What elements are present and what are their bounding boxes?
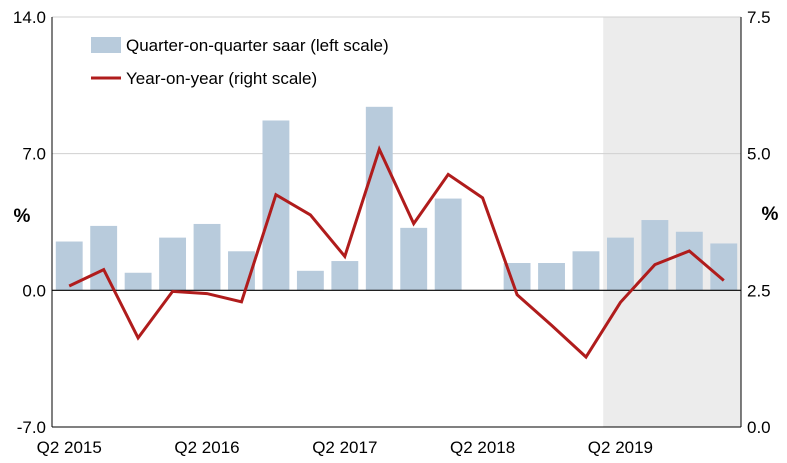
x-tick-label: Q2 2016 — [174, 438, 239, 457]
bar — [710, 243, 738, 291]
left-tick-label: 0.0 — [22, 281, 46, 300]
right-tick-label: 2.5 — [747, 281, 771, 300]
bar — [572, 251, 600, 291]
bar — [675, 231, 703, 291]
bar — [331, 261, 359, 291]
x-tick-label: Q2 2015 — [37, 438, 102, 457]
bar — [365, 106, 393, 291]
yoy-line — [68, 145, 725, 360]
bar — [193, 223, 221, 291]
right-tick-label: 5.0 — [747, 145, 771, 164]
legend-line-label: Year-on-year (right scale) — [126, 69, 317, 88]
legend-bar-swatch — [91, 37, 121, 53]
right-tick-label: 0.0 — [747, 418, 771, 437]
bar — [124, 272, 152, 291]
right-tick-label: 7.5 — [747, 8, 771, 27]
bar — [90, 225, 118, 291]
bar — [538, 263, 565, 291]
bar — [159, 237, 187, 291]
bar — [641, 220, 669, 291]
bar — [434, 198, 462, 291]
legend-bar-label: Quarter-on-quarter saar (left scale) — [126, 36, 389, 55]
left-tick-label: 14.0 — [13, 8, 46, 27]
right-axis-title: % — [762, 204, 779, 225]
left-tick-label: -7.0 — [17, 418, 46, 437]
left-tick-label: 7.0 — [22, 145, 46, 164]
bar — [296, 270, 324, 291]
left-axis-title: % — [14, 206, 31, 227]
x-tick-label: Q2 2018 — [450, 438, 515, 457]
forecast-shade — [603, 17, 741, 427]
x-tick-label: Q2 2019 — [588, 438, 653, 457]
x-tick-label: Q2 2017 — [312, 438, 377, 457]
bar — [606, 237, 634, 291]
bar — [400, 227, 428, 291]
bar — [262, 120, 290, 291]
